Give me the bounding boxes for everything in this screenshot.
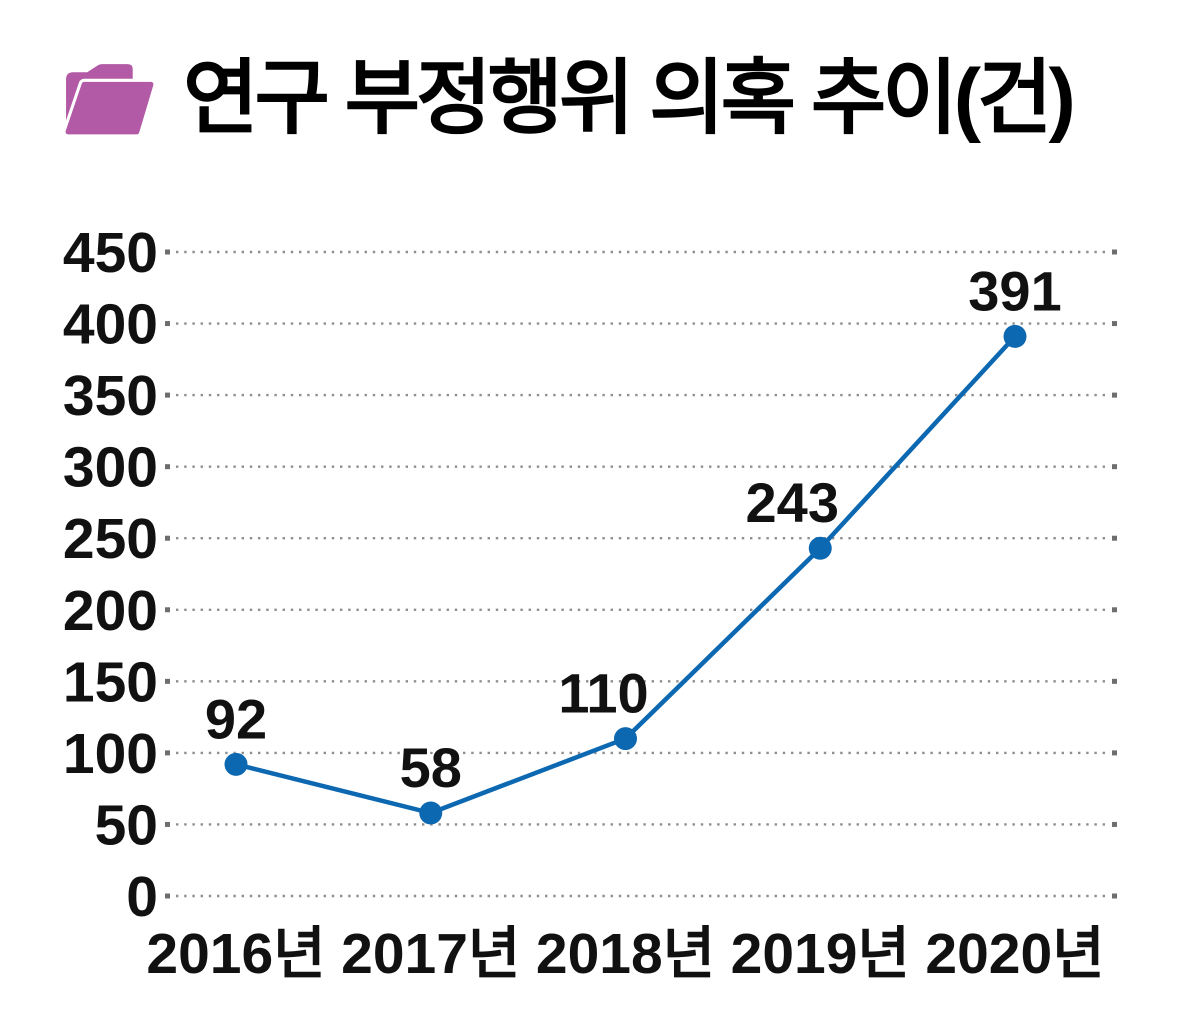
- y-axis-tick-label: 0: [126, 865, 158, 929]
- data-point-label: 110: [558, 662, 648, 725]
- y-axis-tick-label: 150: [63, 650, 158, 714]
- grid-end-tick-left: [165, 464, 170, 470]
- grid-end-tick-left: [165, 607, 170, 613]
- grid-end-tick-left: [165, 392, 170, 398]
- grid-end-tick-right: [1112, 535, 1117, 541]
- grid-end-tick-left: [165, 893, 170, 899]
- grid-end-tick-left: [165, 321, 170, 327]
- chart-header: 연구 부정행위 의혹 추이(건): [62, 53, 1076, 144]
- y-axis-tick-label: 350: [63, 364, 158, 428]
- data-point-label: 391: [968, 259, 1061, 322]
- grid-end-tick-left: [165, 249, 170, 255]
- x-axis-tick-label: 2018년: [536, 922, 715, 986]
- grid-end-tick-right: [1112, 249, 1117, 255]
- open-folder-icon: [62, 63, 157, 135]
- grid-end-tick-right: [1112, 821, 1117, 827]
- grid-end-tick-left: [165, 678, 170, 684]
- data-point-marker: [1003, 324, 1027, 348]
- x-axis-tick-label: 2016년: [146, 922, 325, 986]
- data-point-label: 92: [205, 687, 267, 750]
- grid-end-tick-right: [1112, 392, 1117, 398]
- x-axis-tick-label: 2020년: [925, 922, 1104, 986]
- y-axis-tick-label: 400: [63, 293, 158, 357]
- data-point-label: 243: [746, 471, 839, 534]
- grid-end-tick-left: [165, 750, 170, 756]
- grid-end-tick-right: [1112, 678, 1117, 684]
- grid-end-tick-right: [1112, 321, 1117, 327]
- data-point-marker: [808, 536, 832, 560]
- data-point-marker: [224, 752, 248, 776]
- grid-end-tick-left: [165, 821, 170, 827]
- y-axis-tick-label: 200: [63, 579, 158, 643]
- grid-end-tick-right: [1112, 750, 1117, 756]
- page-title: 연구 부정행위 의혹 추이(건): [183, 53, 1076, 144]
- data-point-label: 58: [400, 736, 462, 799]
- grid-end-tick-right: [1112, 464, 1117, 470]
- y-axis-tick-label: 300: [63, 436, 158, 500]
- y-axis-tick-label: 250: [63, 507, 158, 571]
- grid-end-tick-right: [1112, 607, 1117, 613]
- folder-front-shape: [65, 81, 154, 134]
- y-axis-tick-label: 50: [95, 793, 158, 857]
- data-point-marker: [419, 801, 443, 825]
- grid-end-tick-right: [1112, 893, 1117, 899]
- data-point-marker: [614, 727, 637, 751]
- x-axis-tick-label: 2019년: [731, 922, 910, 986]
- y-axis-tick-label: 100: [63, 722, 158, 786]
- grid-end-tick-left: [165, 535, 170, 541]
- x-axis-tick-label: 2017년: [341, 922, 520, 986]
- y-axis-tick-label: 450: [63, 221, 158, 285]
